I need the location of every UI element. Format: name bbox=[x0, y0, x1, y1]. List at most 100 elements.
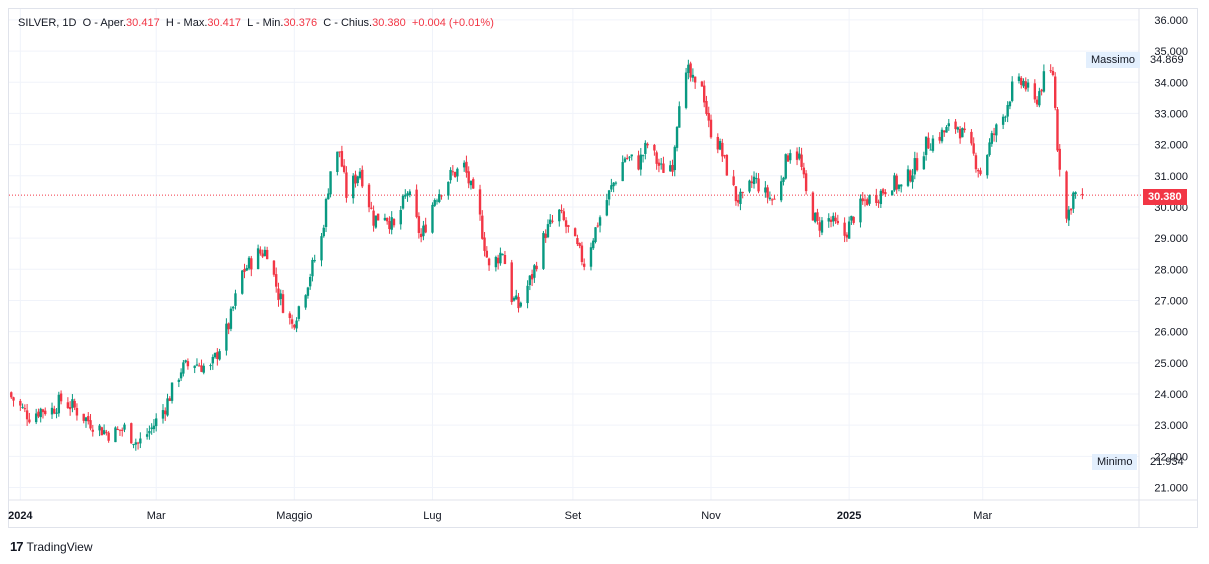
candle-body bbox=[911, 175, 914, 183]
candle-body bbox=[372, 210, 375, 226]
candle-body bbox=[653, 144, 656, 151]
candle-body bbox=[388, 221, 391, 230]
candle-body bbox=[263, 249, 267, 256]
candle-body bbox=[1026, 82, 1030, 88]
candle-body bbox=[415, 189, 418, 217]
candle-body bbox=[850, 215, 853, 221]
candle-body bbox=[890, 190, 894, 196]
candle-body bbox=[259, 249, 262, 254]
candle-body bbox=[243, 268, 246, 272]
candle-body bbox=[929, 149, 932, 151]
candle-body bbox=[832, 215, 835, 222]
candle-body bbox=[34, 413, 38, 423]
candle-body bbox=[134, 442, 138, 445]
candle-body bbox=[757, 178, 760, 192]
candle-body bbox=[481, 215, 484, 239]
candle-body bbox=[467, 171, 470, 184]
candle-body bbox=[657, 162, 661, 166]
candle-body bbox=[354, 174, 357, 184]
candle-body bbox=[21, 406, 24, 408]
low-label: L - Min. bbox=[247, 17, 284, 29]
y-tick-label: 32.000 bbox=[1154, 140, 1188, 152]
candle-body bbox=[875, 194, 878, 203]
candle-body bbox=[578, 243, 581, 247]
candle-body bbox=[1065, 171, 1068, 219]
candle-body bbox=[87, 416, 90, 422]
candle-body bbox=[370, 207, 373, 209]
y-tick-label: 34.000 bbox=[1154, 77, 1188, 89]
candle-body bbox=[596, 225, 599, 227]
candle-body bbox=[748, 180, 751, 192]
candle-body bbox=[861, 198, 864, 202]
candle-body bbox=[419, 233, 423, 238]
y-tick-label: 31.000 bbox=[1154, 171, 1188, 183]
candle-body bbox=[813, 212, 817, 222]
high-value: 30.417 bbox=[207, 17, 242, 29]
candle-body bbox=[114, 427, 117, 443]
candle-body bbox=[834, 217, 837, 222]
high-label: H - Max. bbox=[165, 17, 208, 29]
candle-body bbox=[988, 142, 991, 155]
candle-body bbox=[311, 259, 314, 277]
candle-body bbox=[1038, 91, 1041, 106]
candle-body bbox=[549, 219, 552, 225]
candle-body bbox=[358, 171, 362, 178]
candle-body bbox=[75, 408, 79, 416]
candle-body bbox=[669, 165, 672, 172]
y-tick-label: 23.000 bbox=[1154, 420, 1188, 432]
candle-body bbox=[313, 260, 316, 262]
candle-body bbox=[802, 167, 806, 175]
candle-body bbox=[915, 158, 919, 171]
candle-body bbox=[37, 411, 40, 417]
candle-body bbox=[1054, 76, 1057, 108]
symbol-label[interactable]: SILVER, 1D bbox=[18, 17, 77, 29]
candle-body bbox=[718, 141, 722, 150]
candle-body bbox=[136, 442, 140, 444]
candle-body bbox=[200, 365, 203, 372]
candle-body bbox=[843, 222, 846, 236]
candle-body bbox=[177, 379, 181, 382]
candle-body bbox=[447, 181, 450, 196]
candle-body bbox=[958, 128, 962, 139]
candle-body bbox=[116, 429, 119, 431]
candle-body bbox=[336, 151, 339, 172]
x-tick-label: Set bbox=[565, 510, 582, 522]
candle-body bbox=[773, 198, 776, 200]
candle-body bbox=[836, 220, 840, 224]
candle-body bbox=[947, 123, 950, 127]
candle-body bbox=[986, 154, 989, 176]
brand-name: TradingView bbox=[26, 539, 93, 554]
candle-body bbox=[152, 425, 156, 430]
candle-body bbox=[12, 397, 15, 401]
candle-body bbox=[487, 258, 491, 266]
candle-body bbox=[401, 195, 405, 209]
candle-body bbox=[168, 398, 171, 401]
candle-body bbox=[121, 429, 124, 431]
candle-body bbox=[340, 151, 344, 167]
candle-body bbox=[139, 438, 142, 444]
candle-body bbox=[462, 162, 466, 168]
candle-body bbox=[542, 232, 545, 269]
y-tick-label: 29.000 bbox=[1154, 233, 1188, 245]
ohlc-legend: SILVER, 1D O - Aper.30.417 H - Max.30.41… bbox=[18, 17, 494, 29]
candle-body bbox=[598, 217, 602, 226]
candle-body bbox=[19, 400, 22, 406]
candle-body bbox=[621, 162, 624, 182]
candle-body bbox=[589, 247, 593, 267]
brand-footer[interactable]: 17 TradingView bbox=[10, 539, 93, 554]
candle-body bbox=[707, 113, 710, 121]
candle-body bbox=[623, 158, 627, 162]
candle-body bbox=[1040, 89, 1043, 92]
candle-body bbox=[218, 351, 221, 360]
candle-body bbox=[361, 169, 364, 187]
candle-body bbox=[1072, 192, 1075, 209]
candle-body bbox=[433, 200, 436, 206]
candle-body bbox=[297, 306, 301, 319]
candle-body bbox=[510, 262, 513, 303]
candle-body bbox=[940, 129, 944, 142]
candle-body bbox=[533, 265, 536, 278]
x-tick-label: 2025 bbox=[837, 510, 861, 522]
candle-body bbox=[503, 255, 507, 265]
candle-body bbox=[308, 276, 312, 287]
